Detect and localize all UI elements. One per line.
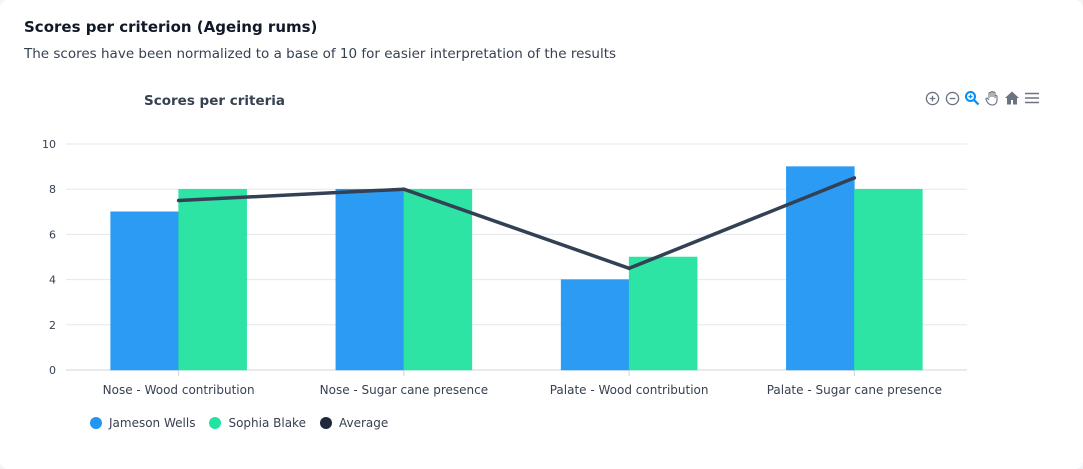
- x-tick-label: Palate - Sugar cane presence: [767, 383, 942, 397]
- x-tick-label: Nose - Wood contribution: [103, 383, 255, 397]
- bar-series-1[interactable]: [560, 279, 630, 371]
- y-tick-label: 2: [49, 319, 56, 332]
- legend-label: Average: [338, 416, 389, 430]
- x-tick-label: Nose - Sugar cane presence: [320, 383, 489, 397]
- y-tick-label: 10: [42, 138, 56, 151]
- reset-zoom-icon[interactable]: [1004, 90, 1020, 106]
- card-title: Scores per criterion (Ageing rums): [24, 18, 318, 36]
- legend-marker: [209, 417, 222, 429]
- zoom-out-icon[interactable]: [944, 90, 960, 106]
- bar-series-2[interactable]: [854, 188, 923, 371]
- chart-title: Scores per criteria: [144, 93, 285, 109]
- legend-item-average[interactable]: Average: [319, 416, 389, 430]
- average-point[interactable]: [852, 176, 857, 180]
- legend-marker: [90, 417, 102, 429]
- legend-label: Jameson Wells: [109, 416, 196, 430]
- pan-icon[interactable]: [984, 90, 1000, 106]
- y-tick-label: 4: [49, 274, 56, 287]
- y-tick-label: 6: [49, 228, 56, 241]
- y-tick-label: 0: [49, 364, 56, 377]
- zoom-in-icon[interactable]: [924, 90, 940, 106]
- average-point[interactable]: [176, 198, 181, 203]
- legend-item-series-1[interactable]: Jameson Wells: [90, 416, 195, 430]
- chart-legend: Jameson Wells Sophia Blake Average: [90, 416, 388, 430]
- bar-series-2[interactable]: [178, 188, 247, 371]
- bar-series-2[interactable]: [628, 256, 698, 371]
- average-point[interactable]: [402, 187, 406, 191]
- legend-label: Sophia Blake: [228, 416, 306, 430]
- legend-item-series-2[interactable]: Sophia Blake: [209, 416, 306, 430]
- card-subtitle: The scores have been normalized to a bas…: [24, 46, 617, 62]
- selection-zoom-icon[interactable]: [964, 90, 980, 106]
- average-line[interactable]: [178, 176, 856, 271]
- y-tick-label: 8: [49, 183, 56, 196]
- bar-series-2[interactable]: [403, 188, 473, 371]
- menu-icon[interactable]: [1024, 90, 1040, 106]
- x-tick-label: Palate - Wood contribution: [550, 383, 709, 397]
- legend-marker: [319, 417, 332, 429]
- average-point[interactable]: [627, 266, 631, 271]
- chart-toolbar: [924, 90, 1040, 106]
- bar-series-1[interactable]: [110, 211, 179, 371]
- bar-series-1[interactable]: [786, 166, 855, 371]
- bar-series-1[interactable]: [335, 188, 405, 371]
